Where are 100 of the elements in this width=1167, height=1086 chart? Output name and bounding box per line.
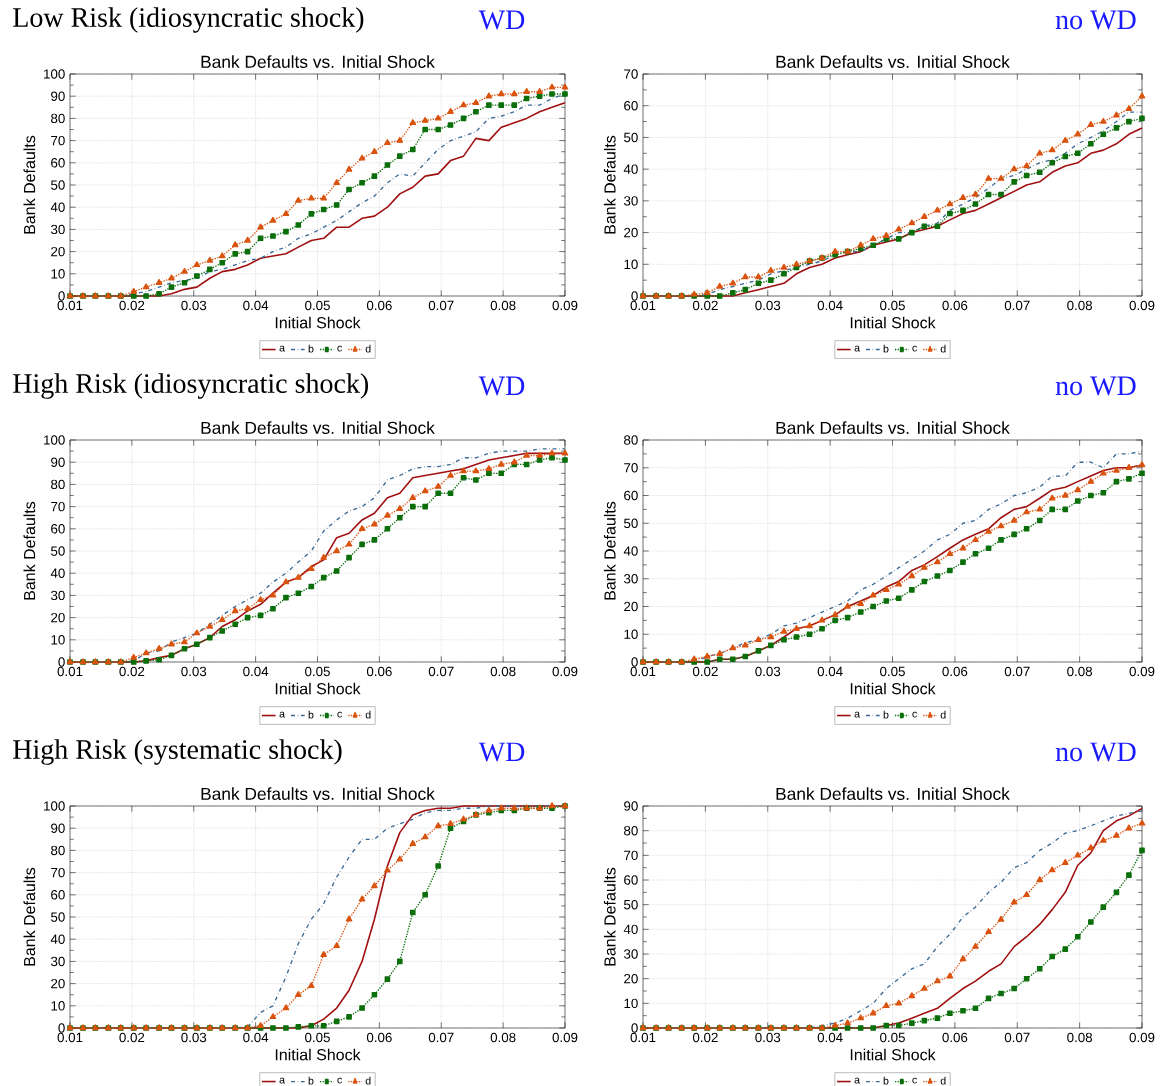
y-tick-label: 50 [51,546,65,556]
y-axis-title: Bank Defaults [23,135,36,234]
y-tick-label: 60 [624,490,638,501]
y-axis-title: Bank Defaults [23,867,36,966]
x-tick-label: 0.08 [1067,300,1093,311]
x-tick-label: 0.01 [57,1032,83,1043]
chart-title: Bank Defaults vs. Initial Shock [201,55,435,68]
legend-label: a [854,345,861,352]
y-tick-label: 40 [50,568,65,578]
legend-label: d [940,344,946,353]
legend-label: c [337,1077,342,1084]
y-tick-label: 20 [51,612,65,623]
x-tick-label: 0.07 [428,666,454,677]
x-tick-label: 0.05 [305,1032,330,1043]
x-tick-label: 0.06 [942,666,968,677]
x-tick-label: 0.09 [1129,666,1155,677]
x-tick-label: 0.09 [1129,1032,1155,1043]
legend-label: a [854,711,861,718]
x-axis-title: Initial Shock [275,1048,361,1061]
y-tick-label: 0 [58,291,65,301]
x-tick-label: 0.07 [428,1032,454,1043]
y-tick-label: 50 [51,912,65,922]
legend-label: a [279,711,286,718]
legend-label: b [308,1076,314,1085]
y-tick-label: 80 [624,825,638,836]
y-tick-label: 40 [623,924,638,935]
y-tick-label: 90 [51,457,65,467]
y-tick-label: 20 [624,227,638,238]
y-tick-label: 60 [51,158,65,168]
x-tick-label: 0.01 [57,666,83,677]
x-tick-label: 0.08 [1067,666,1093,677]
y-tick-label: 0 [58,1023,65,1033]
y-tick-label: 20 [624,601,638,612]
y-tick-label: 50 [624,899,638,910]
text: no WD [1055,742,1136,762]
y-tick-label: 50 [51,180,65,190]
x-tick-label: 0.09 [552,1032,578,1043]
y-tick-label: 60 [624,875,638,885]
legend-label: b [883,710,889,719]
y-tick-label: 80 [51,845,65,856]
y-tick-label: 60 [51,890,65,900]
y-axis-title: Bank Defaults [603,135,616,234]
y-tick-label: 40 [623,546,638,556]
x-axis-title: Initial Shock [850,316,936,329]
x-tick-label: 0.02 [692,666,718,677]
x-tick-label: 0.03 [755,666,781,677]
y-tick-label: 10 [51,635,65,645]
y-tick-label: 70 [51,501,65,512]
legend-label: b [883,1076,889,1085]
legend-label: d [365,1076,371,1085]
text: no WD [1055,376,1136,396]
y-tick-label: 50 [624,132,638,143]
x-tick-label: 0.02 [119,300,145,311]
x-axis-title: Initial Shock [850,1048,936,1061]
legend-label: c [912,711,917,718]
y-tick-label: 30 [623,574,638,584]
x-tick-label: 0.01 [630,1032,656,1043]
y-tick-label: 50 [624,518,638,528]
y-tick-label: 10 [624,629,638,639]
y-axis-title: Bank Defaults [23,501,36,600]
text: Low Risk (idiosyncratic shock) [13,7,364,33]
legend-label: c [337,711,342,718]
x-tick-label: 0.02 [692,1032,718,1043]
y-tick-label: 90 [51,91,65,101]
text: High Risk (systematic shock) [13,739,342,765]
y-tick-label: 30 [623,949,638,959]
y-tick-label: 80 [624,435,638,445]
y-tick-label: 40 [623,164,638,174]
y-tick-label: 40 [50,202,65,212]
y-tick-label: 20 [51,978,65,989]
y-tick-label: 100 [44,69,65,79]
y-tick-label: 30 [50,224,65,235]
legend-label: c [337,345,342,352]
x-tick-label: 0.06 [942,1032,968,1043]
x-tick-label: 0.03 [181,666,207,677]
y-tick-label: 0 [631,291,638,301]
x-tick-label: 0.09 [1129,300,1155,311]
chart-title: Bank Defaults vs. Initial Shock [776,421,1010,434]
x-tick-label: 0.06 [366,666,392,677]
y-tick-label: 90 [624,801,638,811]
y-tick-label: 30 [50,956,65,967]
x-tick-label: 0.09 [552,300,578,311]
y-tick-label: 0 [58,657,65,667]
y-tick-label: 80 [51,113,65,124]
x-tick-label: 0.04 [817,300,843,311]
x-tick-label: 0.04 [817,1032,843,1043]
chart-title: Bank Defaults vs. Initial Shock [201,787,435,800]
x-tick-label: 0.08 [490,300,516,311]
x-tick-label: 0.06 [366,300,392,311]
legend-label: c [912,345,917,352]
x-tick-label: 0.03 [181,1032,207,1043]
x-axis-title: Initial Shock [850,682,936,695]
text: WD [478,10,525,30]
x-tick-label: 0.04 [243,300,269,311]
x-axis-title: Initial Shock [275,682,361,695]
text: WD [478,376,525,396]
legend-label: a [279,345,286,352]
legend-label: d [365,710,371,719]
y-tick-label: 0 [631,657,638,667]
y-tick-label: 0 [631,1023,638,1033]
